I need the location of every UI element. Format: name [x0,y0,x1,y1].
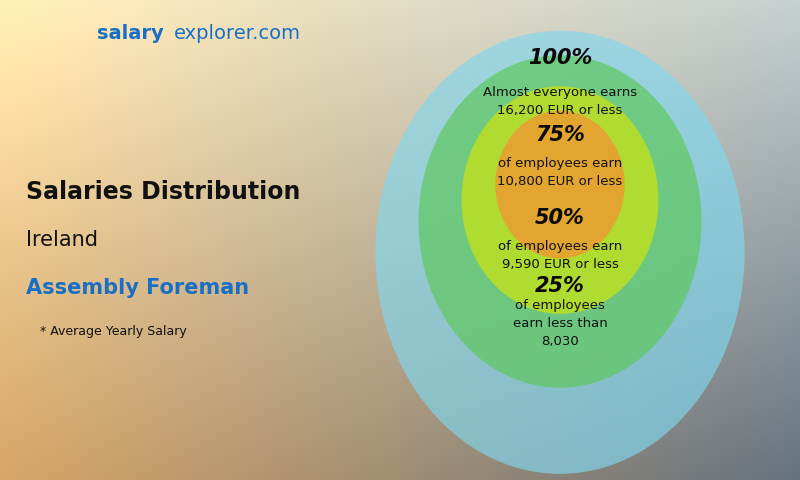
Text: Almost everyone earns
16,200 EUR or less: Almost everyone earns 16,200 EUR or less [483,86,637,117]
Ellipse shape [418,55,702,388]
Text: 75%: 75% [535,125,585,145]
Text: explorer.com: explorer.com [174,24,301,43]
Ellipse shape [462,86,658,314]
Text: salary: salary [97,24,163,43]
Text: of employees earn
9,590 EUR or less: of employees earn 9,590 EUR or less [498,240,622,271]
Text: of employees earn
10,800 EUR or less: of employees earn 10,800 EUR or less [498,157,622,188]
Text: Salaries Distribution: Salaries Distribution [26,180,301,204]
Text: of employees
earn less than
8,030: of employees earn less than 8,030 [513,299,607,348]
Ellipse shape [375,31,745,474]
Text: Ireland: Ireland [26,230,98,250]
Ellipse shape [495,111,625,258]
Text: 100%: 100% [528,48,592,69]
Text: 50%: 50% [535,208,585,228]
Text: 25%: 25% [535,276,585,296]
Text: * Average Yearly Salary: * Average Yearly Salary [40,324,186,338]
Text: Assembly Foreman: Assembly Foreman [26,278,250,298]
